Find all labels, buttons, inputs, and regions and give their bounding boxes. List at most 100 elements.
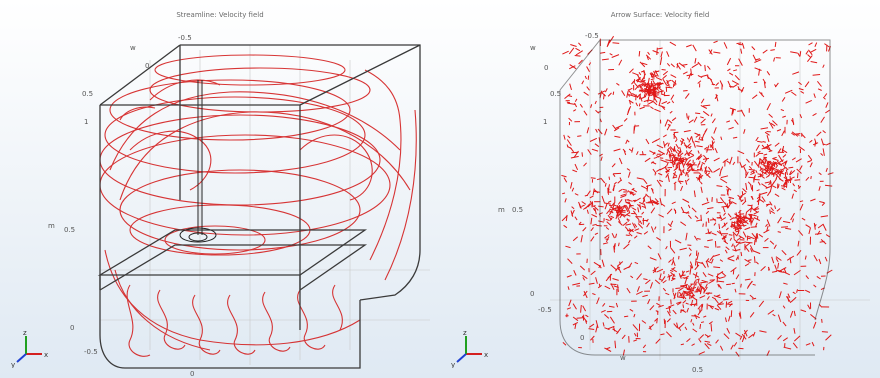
velocity-arrow: [820, 152, 824, 156]
velocity-arrow: [679, 140, 684, 144]
velocity-arrow: [630, 275, 634, 279]
velocity-arrow: [762, 78, 767, 84]
velocity-arrow: [697, 238, 701, 240]
velocity-arrow: [682, 211, 690, 214]
velocity-arrow: [607, 92, 612, 97]
velocity-arrow: [616, 209, 621, 214]
velocity-arrow: [709, 49, 713, 55]
velocity-arrow: [607, 200, 612, 203]
velocity-arrow: [740, 86, 745, 93]
arrow-surface-plot[interactable]: -0.5 w 0 0.5 1 m 0.5 0 -0.5 0 w 0.5: [440, 0, 880, 378]
tank-frame: [97, 44, 421, 369]
velocity-arrow: [813, 93, 816, 98]
velocity-arrow: [687, 204, 691, 209]
z-axis-label: z: [23, 329, 27, 337]
velocity-arrow: [693, 302, 697, 307]
streamline-plot[interactable]: -0.5 w 0 0.5 1 m 0.5 0 -0.5 0: [0, 0, 440, 378]
velocity-arrow: [700, 166, 703, 172]
velocity-arrow: [814, 233, 822, 235]
velocity-arrow: [660, 333, 665, 336]
velocity-arrow: [590, 236, 595, 242]
velocity-arrow: [768, 121, 774, 129]
velocity-arrow: [644, 157, 651, 163]
velocity-arrow: [695, 261, 704, 265]
velocity-arrow: [807, 54, 812, 58]
velocity-arrow: [702, 157, 710, 160]
tick-label: w: [130, 44, 136, 52]
velocity-arrow: [787, 293, 791, 299]
velocity-arrow: [688, 247, 692, 252]
velocity-arrow: [825, 167, 828, 172]
velocity-arrow: [680, 137, 685, 141]
velocity-arrow: [749, 245, 754, 252]
velocity-arrow: [662, 134, 667, 138]
velocity-arrow: [627, 89, 633, 96]
velocity-arrow: [790, 212, 795, 221]
velocity-arrow: [628, 87, 633, 91]
velocity-arrow: [706, 197, 709, 202]
velocity-arrow: [611, 54, 620, 58]
velocity-arrow: [679, 247, 687, 251]
velocity-arrow: [654, 172, 657, 176]
streamline-plot-panel[interactable]: Streamline: Velocity field: [0, 0, 440, 378]
velocity-arrow: [775, 256, 782, 261]
velocity-arrow: [593, 205, 599, 211]
velocity-arrow: [689, 286, 693, 291]
velocity-arrow: [635, 215, 640, 220]
velocity-arrow: [572, 316, 579, 322]
velocity-arrow: [646, 56, 649, 61]
velocity-arrow: [649, 73, 657, 77]
velocity-arrow: [700, 281, 707, 284]
velocity-arrow: [636, 286, 640, 292]
velocity-arrow: [642, 80, 644, 86]
velocity-arrow: [788, 170, 793, 176]
velocity-arrow: [807, 304, 811, 310]
plot-grid: [550, 40, 870, 360]
velocity-arrow: [621, 90, 626, 97]
velocity-arrow: [754, 67, 762, 71]
velocity-arrow: [639, 85, 643, 89]
velocity-arrow: [780, 160, 787, 165]
velocity-arrow: [561, 215, 568, 222]
velocity-arrow: [629, 308, 634, 312]
velocity-arrow: [578, 42, 582, 46]
velocity-arrow: [658, 153, 665, 158]
velocity-arrow: [738, 235, 745, 240]
velocity-arrow: [728, 199, 733, 205]
velocity-arrow: [735, 332, 741, 337]
velocity-arrow: [713, 157, 720, 162]
velocity-arrow: [604, 128, 608, 136]
velocity-arrow: [661, 101, 668, 105]
velocity-arrow: [748, 168, 755, 171]
velocity-arrow: [643, 82, 649, 87]
velocity-arrow: [597, 90, 606, 95]
velocity-arrow: [579, 265, 586, 271]
velocity-arrow: [727, 68, 731, 72]
velocity-arrow: [635, 290, 643, 295]
velocity-arrow: [742, 188, 747, 193]
arrow-surface-plot-panel[interactable]: Arrow Surface: Velocity field -0.5 w 0 0…: [440, 0, 880, 378]
velocity-arrow: [798, 145, 805, 151]
velocity-arrow: [633, 223, 638, 228]
velocity-arrow: [763, 229, 770, 234]
velocity-arrow: [801, 217, 806, 221]
velocity-arrow: [572, 282, 581, 286]
velocity-arrow: [796, 168, 802, 174]
velocity-arrow: [686, 165, 692, 170]
velocity-arrow: [769, 209, 771, 215]
velocity-arrow: [743, 129, 746, 134]
velocity-arrow: [628, 228, 634, 233]
velocity-arrow: [696, 168, 702, 171]
velocity-arrow: [645, 193, 650, 198]
velocity-arrow: [709, 305, 714, 310]
velocity-arrow: [671, 268, 677, 273]
velocity-arrow: [679, 292, 684, 297]
velocity-arrow: [744, 242, 751, 248]
velocity-arrow: [646, 184, 652, 187]
velocity-arrow: [755, 169, 758, 174]
velocity-arrow: [645, 54, 652, 60]
velocity-arrow: [707, 228, 710, 235]
velocity-arrow: [738, 347, 744, 350]
velocity-arrow: [709, 141, 715, 148]
velocity-arrow: [580, 235, 583, 243]
